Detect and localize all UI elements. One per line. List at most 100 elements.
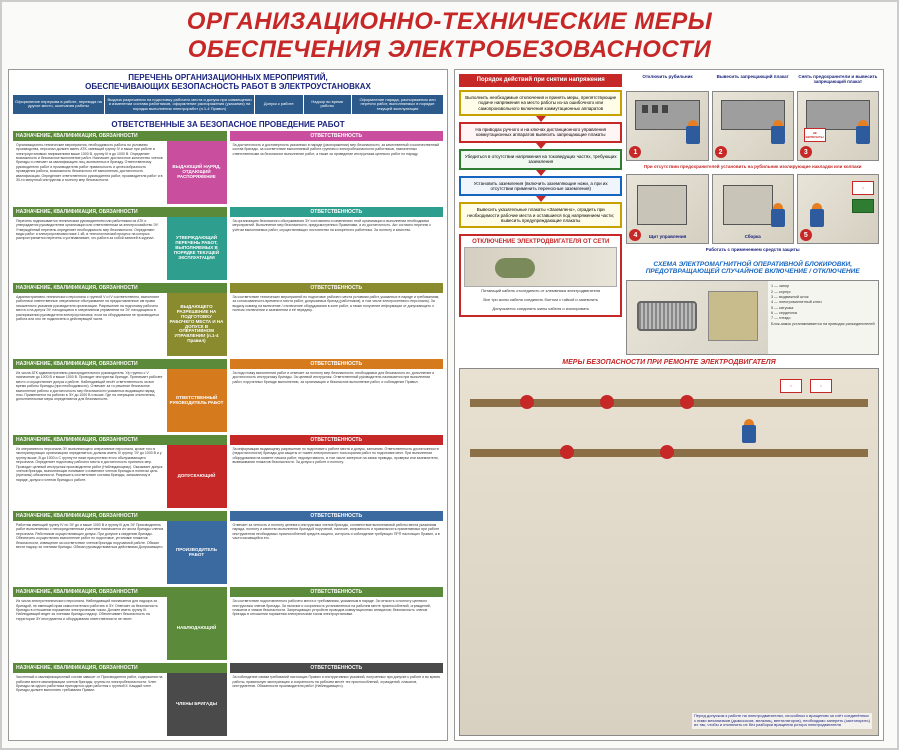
illustration-2: 2	[712, 91, 794, 161]
role-row: НАЗНАЧЕНИЕ, КВАЛИФИКАЦИЯ, ОБЯЗАННОСТИИз …	[13, 435, 443, 508]
schema-box: 1 — запор 2 — корпус 3 — выдвижной шток …	[626, 280, 879, 355]
role-tag: УТВЕРЖДАЮЩИЙ ПЕРЕЧЕНЬ РАБОТ, ВЫПОЛНЯЕМЫХ…	[167, 217, 227, 280]
step-number-icon: 3	[800, 146, 812, 158]
step-number-icon: 5	[800, 229, 812, 241]
top-cell: Оформление наряда, распоряжения или пере…	[352, 95, 443, 114]
procedure-column: Порядок действий при снятии напряжения В…	[459, 74, 622, 355]
role-left: НАЗНАЧЕНИЕ, КВАЛИФИКАЦИЯ, ОБЯЗАННОСТИИз …	[13, 587, 227, 660]
role-tag: ЧЛЕНЫ БРИГАДЫ	[167, 673, 227, 736]
illus-caption: При отсутствии предохранителей установит…	[626, 164, 879, 171]
role-left: НАЗНАЧЕНИЕ, КВАЛИФИКАЦИЯ, ОБЯЗАННОСТИЧис…	[13, 663, 227, 736]
left-subtitle: ПЕРЕЧЕНЬ ОРГАНИЗАЦИОННЫХ МЕРОПРИЯТИЙ, ОБ…	[13, 74, 443, 92]
role-body-a: Из оперативного персонала ЭУ выполняющег…	[13, 445, 167, 508]
role-body-a: Из числа АТК административно-распорядите…	[13, 369, 167, 432]
title-line-2: ОБЕСПЕЧЕНИЯ ЭЛЕКТРОБЕЗОВАСНОСТИ	[188, 36, 711, 63]
role-row: НАЗНАЧЕНИЕ, КВАЛИФИКАЦИЯ, ОБЯЗАННОСТИРаб…	[13, 511, 443, 584]
role-body-a: Перечень подписывается техническим руков…	[13, 217, 167, 280]
role-right: ОТВЕТСТВЕННОСТЬЗа подготовку выполнения …	[230, 359, 444, 432]
role-tag: ПРОИЗВОДИТЕЛЬ РАБОТ	[167, 521, 227, 584]
role-body-b: За соблюдение самим требований настоящих…	[230, 673, 444, 736]
illustration-3: НЕ ВКЛЮЧАТЬ! 3	[797, 91, 879, 161]
role-row: НАЗНАЧЕНИЕ, КВАЛИФИКАЦИЯ, ОБЯЗАННОСТИПер…	[13, 207, 443, 280]
role-header-b: ОТВЕТСТВЕННОСТЬ	[230, 283, 444, 293]
motor-title: ОТКЛЮЧЕНИЕ ЭЛЕКТРОДВИГАТЕЛЯ ОТ СЕТИ	[464, 239, 617, 245]
role-row: НАЗНАЧЕНИЕ, КВАЛИФИКАЦИЯ, ОБЯЗАННОСТИАдм…	[13, 283, 443, 356]
left-column: ПЕРЕЧЕНЬ ОРГАНИЗАЦИОННЫХ МЕРОПРИЯТИЙ, ОБ…	[8, 69, 448, 741]
illustration-6: ! 5	[797, 174, 879, 244]
role-tag: ОТВЕТСТВЕННЫЙ РУКОВОДИТЕЛЬ РАБОТ	[167, 369, 227, 432]
illus-label: Сборка	[713, 234, 793, 241]
motor-diagram	[464, 247, 617, 287]
role-body-b: За подготовку выполнения работ и отвечае…	[230, 369, 444, 432]
warning-sign: НЕ ВКЛЮЧАТЬ!	[804, 128, 826, 142]
top-cell: Оформление перерыва в работе, перевода н…	[13, 95, 104, 114]
role-tag: ВЫДАЮЩИЙ НАРЯД, ОТДАЮЩИЙ РАСПОРЯЖЕНИЕ	[167, 141, 227, 204]
role-body-b: За достаточность и достоверность указанн…	[230, 141, 444, 204]
safety-title: МЕРЫ БЕЗОПАСНОСТИ ПРИ РЕМОНТЕ ЭЛЕКТРОДВИ…	[459, 359, 879, 366]
role-row: НАЗНАЧЕНИЕ, КВАЛИФИКАЦИЯ, ОБЯЗАННОСТИИз …	[13, 359, 443, 432]
role-rows: НАЗНАЧЕНИЕ, КВАЛИФИКАЦИЯ, ОБЯЗАННОСТИОрг…	[13, 131, 443, 736]
role-left: НАЗНАЧЕНИЕ, КВАЛИФИКАЦИЯ, ОБЯЗАННОСТИАдм…	[13, 283, 227, 356]
motor-section: ОТКЛЮЧЕНИЕ ЭЛЕКТРОДВИГАТЕЛЯ ОТ СЕТИ Пита…	[459, 234, 622, 316]
role-header-a: НАЗНАЧЕНИЕ, КВАЛИФИКАЦИЯ, ОБЯЗАННОСТИ	[13, 131, 227, 141]
right-column: Порядок действий при снятии напряжения В…	[454, 69, 884, 741]
role-body-b: За информацию выдающему разрешение по по…	[230, 445, 444, 508]
top-header-table: Оформление перерыва в работе, перевода н…	[13, 95, 443, 114]
right-top: Порядок действий при снятии напряжения В…	[459, 74, 879, 355]
role-right: ОТВЕТСТВЕННОСТЬЗа соблюдение самим требо…	[230, 663, 444, 736]
role-tag: НАБЛЮДАЮЩИЙ	[167, 597, 227, 660]
role-body-b: За соответствие технических мероприятий …	[230, 293, 444, 356]
illustration-4: Щит управления 4	[626, 174, 708, 244]
role-left: НАЗНАЧЕНИЕ, КВАЛИФИКАЦИЯ, ОБЯЗАННОСТИОрг…	[13, 131, 227, 204]
procedure-step: Установить заземления (включить заземляю…	[459, 176, 622, 197]
role-tag: ВЫДАЮЩЕГО РАЗРЕШЕНИЕ НА ПОДГОТОВКУ РАБОЧ…	[167, 293, 227, 356]
role-left: НАЗНАЧЕНИЕ, КВАЛИФИКАЦИЯ, ОБЯЗАННОСТИИз …	[13, 435, 227, 508]
role-left: НАЗНАЧЕНИЕ, КВАЛИФИКАЦИЯ, ОБЯЗАННОСТИПер…	[13, 207, 227, 280]
role-header-b: ОТВЕТСТВЕННОСТЬ	[230, 511, 444, 521]
role-body-b: За организацию безопасного обслуживания …	[230, 217, 444, 280]
role-body-a: Из числа электротехнического персонала. …	[13, 597, 167, 660]
procedure-step: Выполнить необходимые отключения и приня…	[459, 90, 622, 116]
role-row: НАЗНАЧЕНИЕ, КВАЛИФИКАЦИЯ, ОБЯЗАННОСТИЧис…	[13, 663, 443, 736]
illus-caption: Вывесить запрещающий плакат	[712, 74, 794, 88]
procedure-step: На приводах ручного и на ключах дистанци…	[459, 122, 622, 143]
safety-diagram: ! ! Перед допуском к работе на электродв…	[459, 368, 879, 736]
role-row: НАЗНАЧЕНИЕ, КВАЛИФИКАЦИЯ, ОБЯЗАННОСТИОрг…	[13, 131, 443, 204]
safety-text: Перед допуском к работе на электродвигат…	[692, 713, 872, 729]
schema-title: СХЕМА ЭЛЕКТРОМАГНИТНОЙ ОПЕРАТИВНОЙ БЛОКИ…	[626, 261, 879, 275]
role-body-a: Работник имеющий группу IV по ЭУ до и вы…	[13, 521, 167, 584]
role-header-a: НАЗНАЧЕНИЕ, КВАЛИФИКАЦИЯ, ОБЯЗАННОСТИ	[13, 435, 227, 445]
role-left: НАЗНАЧЕНИЕ, КВАЛИФИКАЦИЯ, ОБЯЗАННОСТИИз …	[13, 359, 227, 432]
role-header-a: НАЗНАЧЕНИЕ, КВАЛИФИКАЦИЯ, ОБЯЗАННОСТИ	[13, 511, 227, 521]
safety-poster: ОРГАНИЗАЦИОННО-ТЕХНИЧЕСКИЕ МЕРЫ ОБЕСПЕЧЕ…	[0, 0, 899, 750]
motor-text-3: Допускается соединить жилы кабеля и изол…	[464, 307, 617, 312]
motor-text-1: Питающий кабель отсоединить от клеммника…	[464, 289, 617, 294]
role-header-a: НАЗНАЧЕНИЕ, КВАЛИФИКАЦИЯ, ОБЯЗАННОСТИ	[13, 207, 227, 217]
role-body-b: За соответствие подготовленного рабочего…	[230, 597, 444, 660]
responsibility-title: ОТВЕТСТВЕННЫЕ ЗА БЕЗОПАСНОЕ ПРОВЕДЕНИЕ Р…	[13, 120, 443, 129]
role-header-a: НАЗНАЧЕНИЕ, КВАЛИФИКАЦИЯ, ОБЯЗАННОСТИ	[13, 359, 227, 369]
permit-sign	[852, 199, 874, 213]
illustration-5: Сборка	[712, 174, 794, 244]
step-number-icon: 1	[629, 146, 641, 158]
role-header-b: ОТВЕТСТВЕННОСТЬ	[230, 359, 444, 369]
illus-caption: Отключить рубильник	[626, 74, 708, 88]
motor-text-2: Все три жилы кабеля соединить болтом с г…	[464, 298, 617, 303]
role-body-a: Численный и квалификационный состав зави…	[13, 673, 167, 736]
role-header-b: ОТВЕТСТВЕННОСТЬ	[230, 207, 444, 217]
schema-legend: 1 — запор 2 — корпус 3 — выдвижной шток …	[768, 281, 878, 354]
role-header-a: НАЗНАЧЕНИЕ, КВАЛИФИКАЦИЯ, ОБЯЗАННОСТИ	[13, 283, 227, 293]
schema-diagram	[627, 281, 768, 354]
role-body-b: Отвечает за четкость и полноту целевого …	[230, 521, 444, 584]
role-header-b: ОТВЕТСТВЕННОСТЬ	[230, 131, 444, 141]
role-right: ОТВЕТСТВЕННОСТЬЗа соответствие подготовл…	[230, 587, 444, 660]
warning-sign: !	[810, 379, 832, 393]
procedure-step: Вывесить указательные плакаты «Заземлено…	[459, 202, 622, 228]
procedure-title: Порядок действий при снятии напряжения	[459, 74, 622, 87]
illus-caption: Снять предохранители и вывесить запрещаю…	[797, 74, 879, 88]
title-line-1: ОРГАНИЗАЦИОННО-ТЕХНИЧЕСКИЕ МЕРЫ	[187, 8, 712, 35]
top-cell: Надзор во время работы	[304, 95, 352, 114]
illustration-column: Отключить рубильник Вывесить запрещающий…	[626, 74, 879, 355]
role-right: ОТВЕТСТВЕННОСТЬОтвечает за четкость и по…	[230, 511, 444, 584]
illustration-1: 1	[626, 91, 708, 161]
